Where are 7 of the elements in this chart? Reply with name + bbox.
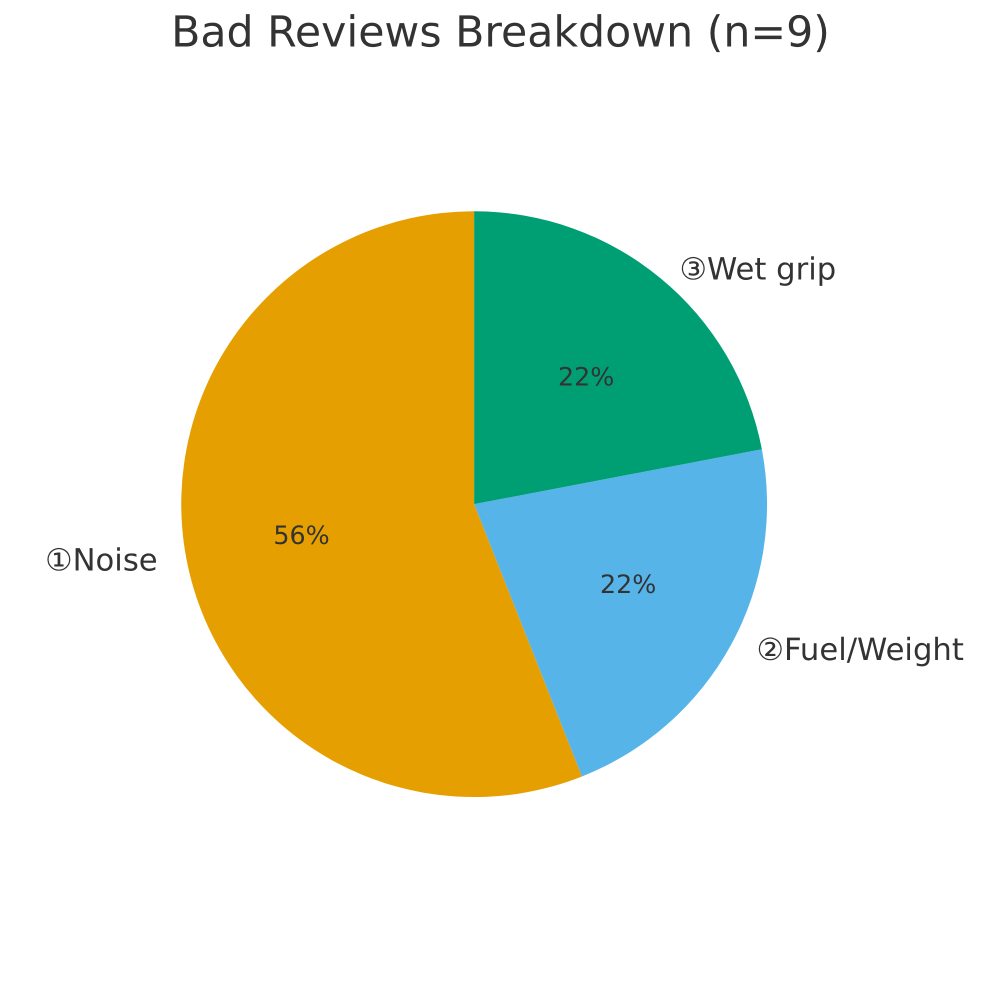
chart-title: Bad Reviews Breakdown (n=9) xyxy=(171,8,830,58)
slice-label: ③Wet grip xyxy=(680,252,836,288)
slice-label: ②Fuel/Weight xyxy=(756,632,964,668)
data-label: 22% xyxy=(558,362,614,392)
data-label: 22% xyxy=(600,568,656,599)
data-label: 56% xyxy=(273,520,330,550)
slice-label: ①Noise xyxy=(45,544,158,579)
